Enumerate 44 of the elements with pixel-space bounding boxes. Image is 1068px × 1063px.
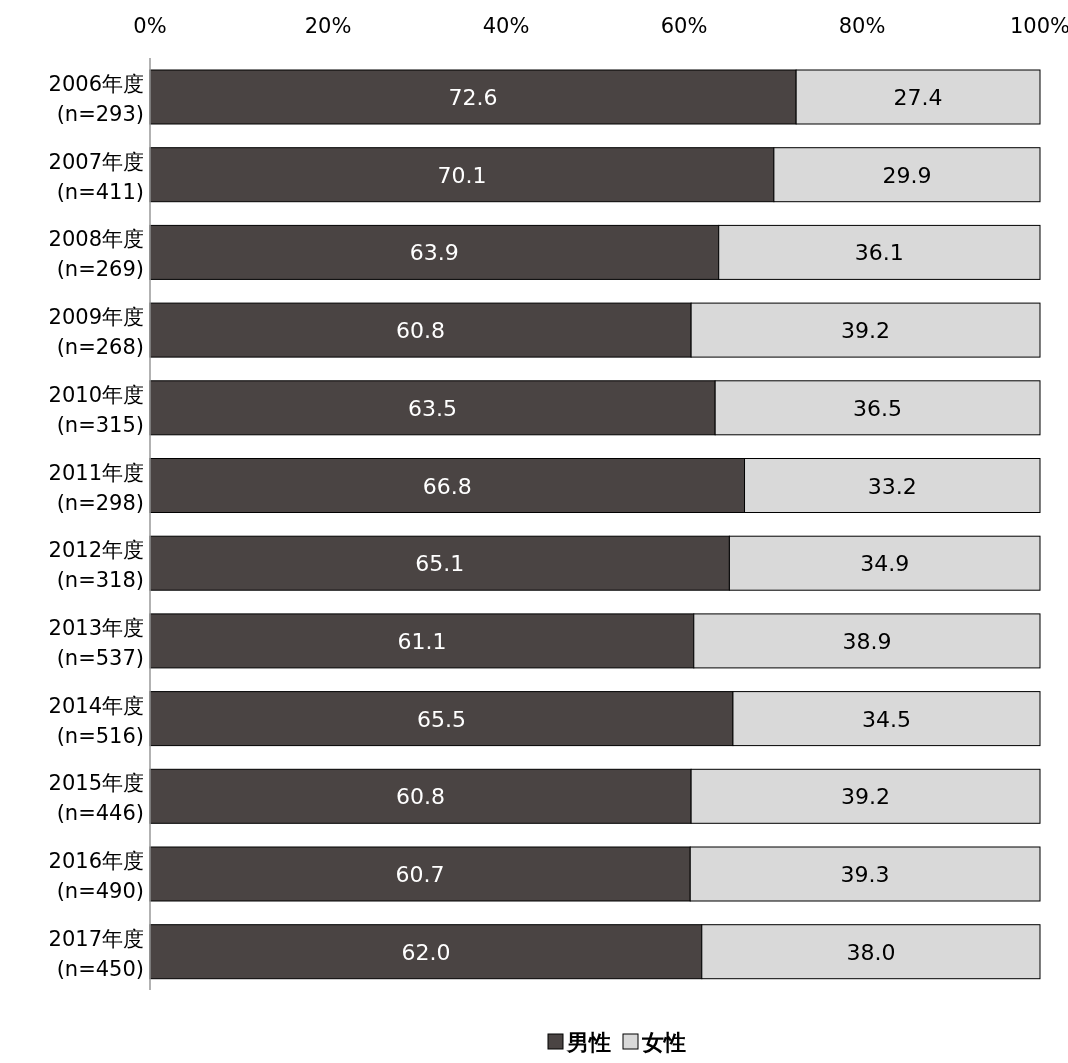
data-label: 34.5 — [861, 706, 911, 732]
x-tick-label: 60% — [660, 14, 708, 38]
x-tick-label: 20% — [304, 14, 352, 38]
data-label: 61.1 — [397, 628, 447, 654]
x-tick-label: 0% — [133, 14, 167, 38]
data-label: 39.3 — [840, 862, 890, 887]
y-tick-label: 2009年度 (n=268) — [48, 305, 144, 360]
y-tick-label: 2016年度 (n=490) — [48, 849, 144, 903]
data-label: 33.2 — [867, 473, 917, 499]
y-tick-label: 2010年度 (n=315) — [48, 382, 144, 437]
data-label: 34.9 — [860, 551, 910, 577]
data-label: 38.0 — [846, 939, 896, 965]
data-label: 38.9 — [842, 628, 892, 654]
legend-label: 男性 — [566, 1030, 611, 1055]
data-label: 29.9 — [882, 162, 932, 188]
data-label: 65.1 — [415, 551, 465, 577]
data-label: 36.1 — [854, 240, 904, 266]
y-tick-label: 2015年度 (n=446) — [48, 771, 144, 826]
x-tick-label: 40% — [482, 14, 530, 38]
data-label: 70.1 — [437, 162, 487, 188]
data-label: 60.8 — [396, 784, 446, 810]
y-tick-label: 2012年度 (n=318) — [48, 538, 144, 593]
data-label: 60.8 — [396, 318, 446, 344]
y-tick-label: 2007年度 (n=411) — [48, 149, 144, 204]
data-label: 63.5 — [408, 395, 458, 421]
y-tick-label: 2011年度 (n=298) — [48, 460, 144, 515]
y-tick-label: 2008年度 (n=269) — [48, 227, 144, 282]
data-label: 62.0 — [401, 939, 451, 965]
data-label: 66.8 — [422, 473, 472, 499]
x-tick-label: 100% — [1009, 14, 1068, 38]
x-tick-label: 80% — [838, 14, 886, 38]
y-tick-label: 2006年度 (n=293) — [48, 72, 144, 126]
data-label: 39.2 — [841, 318, 891, 344]
data-label: 60.7 — [395, 862, 445, 887]
y-tick-label: 2017年度 (n=450) — [48, 926, 144, 981]
data-label: 65.5 — [416, 706, 466, 732]
data-label: 39.2 — [841, 784, 891, 810]
data-label: 63.9 — [409, 240, 459, 266]
data-label: 36.5 — [853, 395, 903, 421]
data-label: 72.6 — [448, 85, 498, 110]
data-label: 27.4 — [893, 85, 943, 110]
y-tick-label: 2013年度 (n=537) — [48, 615, 144, 670]
legend-label: 女性 — [641, 1030, 686, 1055]
y-tick-label: 2014年度 (n=516) — [48, 693, 144, 748]
